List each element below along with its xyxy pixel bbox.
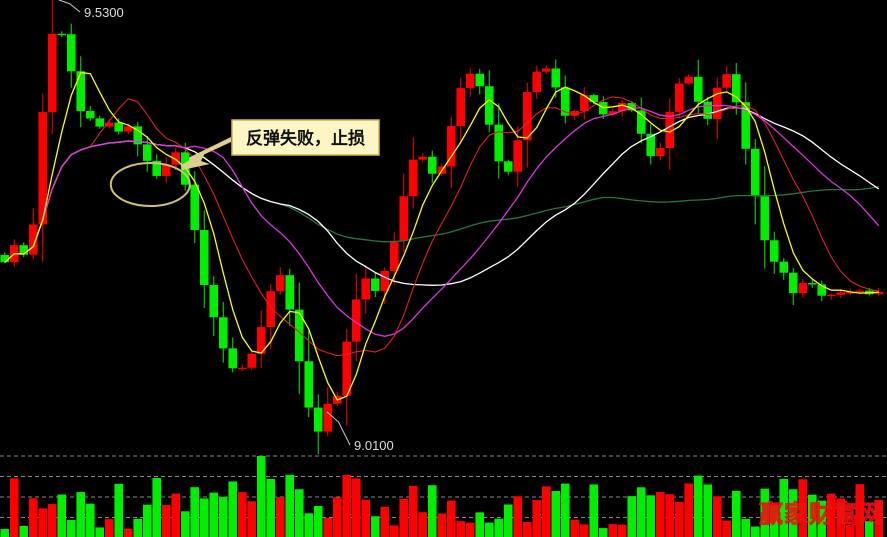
svg-text:9.0100: 9.0100	[354, 438, 394, 453]
svg-text:赢家财富网: 赢家财富网	[759, 500, 884, 528]
svg-text:反弹失败，止损: 反弹失败，止损	[246, 128, 365, 148]
svg-text:9.5300: 9.5300	[84, 5, 124, 20]
